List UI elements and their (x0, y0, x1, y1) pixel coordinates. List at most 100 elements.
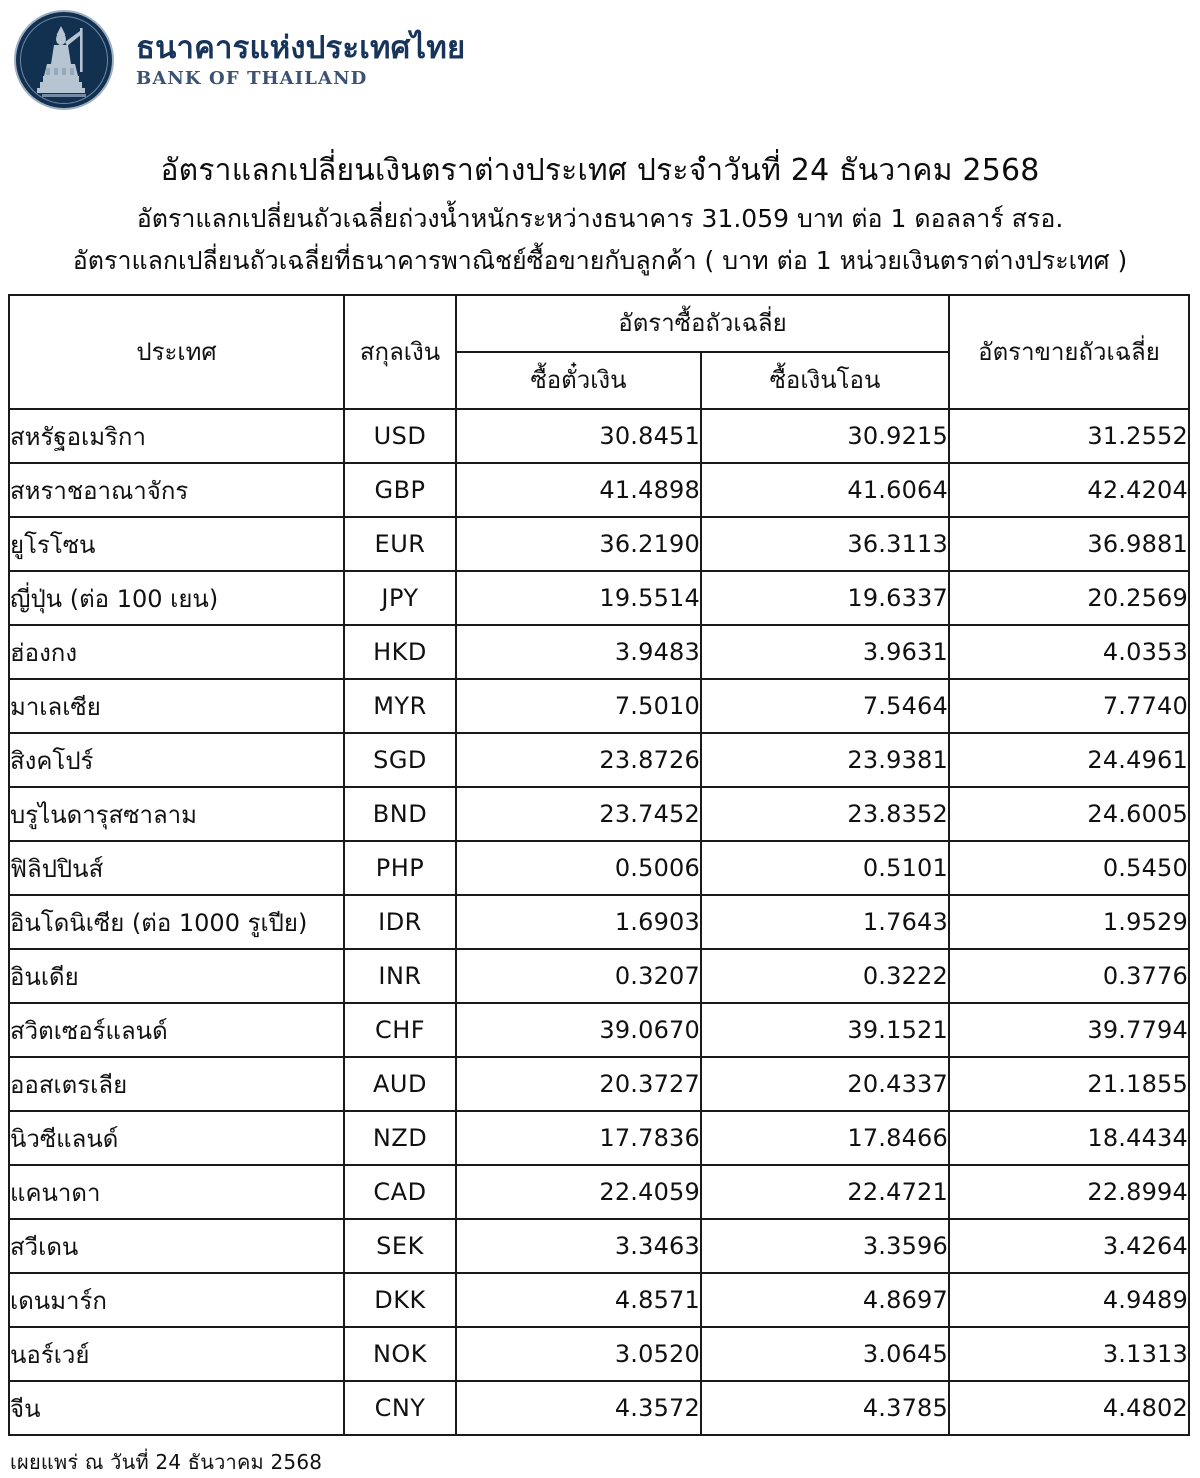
table-row: ฟิลิปปินส์ PHP 0.5006 0.5101 0.5450 (8, 840, 1190, 896)
cell-buy-bill: 3.9483 (455, 624, 702, 680)
table-row: เดนมาร์ก DKK 4.8571 4.8697 4.9489 (8, 1272, 1190, 1328)
seal-figure-icon (37, 26, 86, 97)
cell-sell: 20.2569 (948, 570, 1190, 626)
table-row: มาเลเซีย MYR 7.5010 7.5464 7.7740 (8, 678, 1190, 734)
cell-buy-bill: 19.5514 (455, 570, 702, 626)
table-header-row-primary: ประเทศ สกุลเงิน อัตราซื้อถัวเฉลี่ย อัตรา… (8, 294, 1190, 410)
table-row: อินเดีย INR 0.3207 0.3222 0.3776 (8, 948, 1190, 1004)
cell-currency-code: AUD (343, 1056, 457, 1112)
cell-country: แคนาดา (8, 1164, 345, 1220)
cell-sell: 22.8994 (948, 1164, 1190, 1220)
cell-sell: 4.0353 (948, 624, 1190, 680)
cell-sell: 7.7740 (948, 678, 1190, 734)
cell-country: สหรัฐอเมริกา (8, 408, 345, 464)
cell-sell: 24.4961 (948, 732, 1190, 788)
cell-country: อินเดีย (8, 948, 345, 1004)
cell-buy-transfer: 3.3596 (700, 1218, 950, 1274)
page-title: อัตราแลกเปลี่ยนเงินตราต่างประเทศ ประจำวั… (160, 153, 1040, 188)
cell-country: จีน (8, 1380, 345, 1436)
cell-country: มาเลเซีย (8, 678, 345, 734)
table-head: ประเทศ สกุลเงิน อัตราซื้อถัวเฉลี่ย อัตรา… (8, 294, 1190, 410)
cell-buy-transfer: 3.9631 (700, 624, 950, 680)
cell-country: สหราชอาณาจักร (8, 462, 345, 518)
cell-buy-bill: 4.8571 (455, 1272, 702, 1328)
cell-country: ฟิลิปปินส์ (8, 840, 345, 896)
cell-country: บรูไนดารุสซาลาม (8, 786, 345, 842)
table-row: สิงคโปร์ SGD 23.8726 23.9381 24.4961 (8, 732, 1190, 788)
bot-seal-icon (14, 10, 114, 110)
cell-currency-code: CNY (343, 1380, 457, 1436)
cell-buy-bill: 4.3572 (455, 1380, 702, 1436)
cell-sell: 1.9529 (948, 894, 1190, 950)
cell-buy-bill: 41.4898 (455, 462, 702, 518)
cell-buy-transfer: 4.3785 (700, 1380, 950, 1436)
cell-country: ญี่ปุ่น (ต่อ 100 เยน) (8, 570, 345, 626)
cell-buy-transfer: 19.6337 (700, 570, 950, 626)
cell-sell: 0.3776 (948, 948, 1190, 1004)
cell-buy-transfer: 3.0645 (700, 1326, 950, 1382)
cell-currency-code: GBP (343, 462, 457, 518)
cell-currency-code: EUR (343, 516, 457, 572)
exchange-rate-table: ประเทศ สกุลเงิน อัตราซื้อถัวเฉลี่ย อัตรา… (8, 294, 1190, 1436)
column-header-buy-bill: ซื้อตั๋วเงิน (455, 351, 702, 410)
cell-currency-code: PHP (343, 840, 457, 896)
cell-buy-bill: 3.3463 (455, 1218, 702, 1274)
cell-buy-bill: 36.2190 (455, 516, 702, 572)
cell-sell: 3.1313 (948, 1326, 1190, 1382)
table-row: นอร์เวย์ NOK 3.0520 3.0645 3.1313 (8, 1326, 1190, 1382)
cell-buy-transfer: 36.3113 (700, 516, 950, 572)
cell-buy-bill: 23.7452 (455, 786, 702, 842)
cell-country: นอร์เวย์ (8, 1326, 345, 1382)
column-header-currency: สกุลเงิน (343, 294, 457, 410)
cell-sell: 21.1855 (948, 1056, 1190, 1112)
cell-currency-code: NZD (343, 1110, 457, 1166)
cell-buy-transfer: 0.3222 (700, 948, 950, 1004)
table-row: แคนาดา CAD 22.4059 22.4721 22.8994 (8, 1164, 1190, 1220)
cell-sell: 42.4204 (948, 462, 1190, 518)
cell-buy-bill: 0.3207 (455, 948, 702, 1004)
cell-country: เดนมาร์ก (8, 1272, 345, 1328)
cell-sell: 3.4264 (948, 1218, 1190, 1274)
cell-currency-code: SGD (343, 732, 457, 788)
table-row: นิวซีแลนด์ NZD 17.7836 17.8466 18.4434 (8, 1110, 1190, 1166)
table-row: ฮ่องกง HKD 3.9483 3.9631 4.0353 (8, 624, 1190, 680)
brand-name-thai: ธนาคารแห่งประเทศไทย (136, 30, 466, 67)
table-row: บรูไนดารุสซาลาม BND 23.7452 23.8352 24.6005 (8, 786, 1190, 842)
commercial-bank-rate-note: อัตราแลกเปลี่ยนถัวเฉลี่ยที่ธนาคารพาณิชย์… (72, 245, 1128, 275)
cell-buy-bill: 22.4059 (455, 1164, 702, 1220)
column-header-buy-group: อัตราซื้อถัวเฉลี่ย (455, 294, 950, 353)
table-body: สหรัฐอเมริกา USD 30.8451 30.9215 31.2552 สหรา… (8, 408, 1190, 1436)
cell-buy-transfer: 22.4721 (700, 1164, 950, 1220)
cell-country: อินโดนิเซีย (ต่อ 1000 รูเปีย) (8, 894, 345, 950)
cell-buy-bill: 1.6903 (455, 894, 702, 950)
cell-sell: 0.5450 (948, 840, 1190, 896)
cell-country: นิวซีแลนด์ (8, 1110, 345, 1166)
interbank-rate-note: อัตราแลกเปลี่ยนถัวเฉลี่ยถ่วงน้ำหนักระหว่… (136, 203, 1064, 233)
brand-name-english: BANK OF THAILAND (136, 67, 368, 89)
cell-sell: 4.4802 (948, 1380, 1190, 1436)
cell-country: ออสเตรเลีย (8, 1056, 345, 1112)
column-header-country: ประเทศ (8, 294, 345, 410)
cell-currency-code: USD (343, 408, 457, 464)
cell-sell: 18.4434 (948, 1110, 1190, 1166)
cell-buy-bill: 23.8726 (455, 732, 702, 788)
table-row: อินโดนิเซีย (ต่อ 1000 รูเปีย) IDR 1.6903 1.… (8, 894, 1190, 950)
masthead: ธนาคารแห่งประเทศไทย BANK OF THAILAND (0, 0, 1200, 110)
cell-buy-transfer: 23.9381 (700, 732, 950, 788)
cell-currency-code: JPY (343, 570, 457, 626)
column-header-sell: อัตราขายถัวเฉลี่ย (948, 294, 1190, 410)
cell-sell: 24.6005 (948, 786, 1190, 842)
cell-country: สวิตเซอร์แลนด์ (8, 1002, 345, 1058)
column-header-buy-transfer: ซื้อเงินโอน (700, 351, 950, 410)
cell-country: ฮ่องกง (8, 624, 345, 680)
cell-buy-bill: 0.5006 (455, 840, 702, 896)
cell-currency-code: INR (343, 948, 457, 1004)
cell-country: สิงคโปร์ (8, 732, 345, 788)
cell-currency-code: HKD (343, 624, 457, 680)
cell-currency-code: CAD (343, 1164, 457, 1220)
cell-buy-bill: 20.3727 (455, 1056, 702, 1112)
table-row: ออสเตรเลีย AUD 20.3727 20.4337 21.1855 (8, 1056, 1190, 1112)
cell-buy-transfer: 20.4337 (700, 1056, 950, 1112)
cell-sell: 39.7794 (948, 1002, 1190, 1058)
table-row: จีน CNY 4.3572 4.3785 4.4802 (8, 1380, 1190, 1436)
